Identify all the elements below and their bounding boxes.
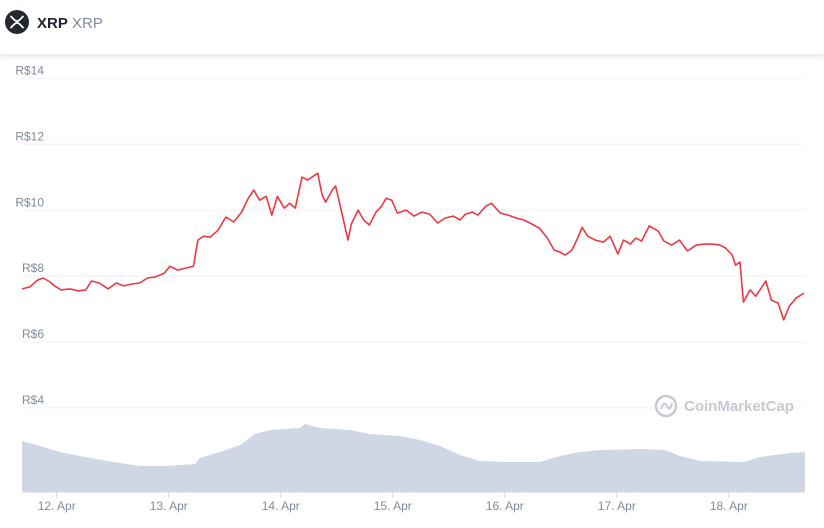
x-tick-label: 13. Apr [150, 499, 188, 513]
watermark-text: CoinMarketCap [684, 398, 794, 415]
x-tick-label: 16. Apr [486, 499, 524, 513]
coin-name: XRP [37, 15, 68, 32]
x-tick-label: 18. Apr [710, 499, 748, 513]
y-tick-label: R$4 [22, 393, 44, 407]
x-tick-label: 17. Apr [598, 499, 636, 513]
header: XRP XRP [0, 0, 824, 54]
y-tick-label: R$12 [15, 129, 44, 143]
x-tick-label: 15. Apr [374, 499, 412, 513]
volume-area [22, 424, 805, 492]
coin-symbol: XRP [72, 15, 103, 32]
x-tick-label: 14. Apr [262, 499, 300, 513]
coin-icon [5, 10, 29, 34]
price-line [21, 172, 805, 321]
y-tick-label: R$10 [15, 195, 44, 209]
y-tick-label: R$14 [15, 63, 44, 77]
y-tick-label: R$6 [22, 327, 44, 341]
watermark: CoinMarketCap [654, 394, 794, 418]
y-tick-label: R$8 [22, 261, 44, 275]
x-tick-label: 12. Apr [38, 499, 76, 513]
